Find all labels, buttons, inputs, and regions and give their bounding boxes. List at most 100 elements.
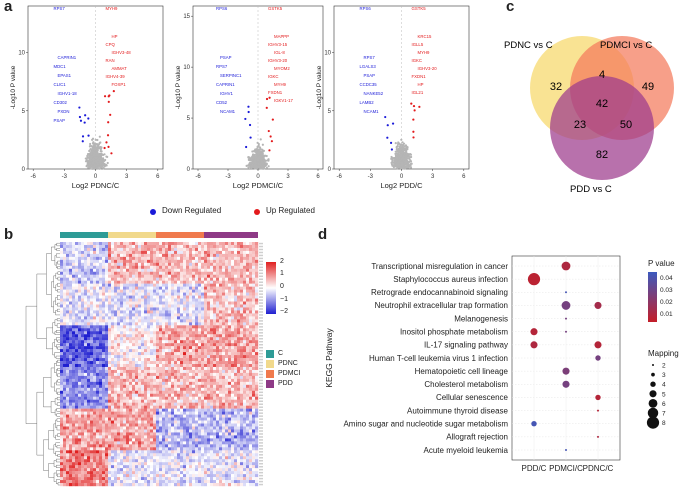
heatmap-cell — [102, 307, 106, 311]
heatmap-cell — [216, 346, 220, 350]
ns-point — [94, 164, 97, 167]
heatmap-cell — [240, 247, 244, 252]
heatmap-cell — [147, 283, 151, 287]
heatmap-cell — [192, 334, 196, 338]
heatmap-cell — [93, 310, 97, 314]
heatmap-cell — [138, 325, 142, 329]
heatmap-cell — [138, 334, 142, 338]
heatmap-cell — [93, 343, 97, 347]
heatmap-cell — [234, 310, 238, 314]
heatmap-cell — [84, 349, 88, 353]
heatmap-cell — [252, 292, 256, 296]
heatmap-cell — [117, 271, 121, 275]
heatmap-cell — [135, 331, 139, 335]
heatmap-cell — [96, 265, 100, 269]
heatmap-cell — [165, 322, 169, 326]
heatmap-cell — [72, 331, 76, 335]
heatmap-cell — [60, 283, 64, 287]
heatmap-cell — [234, 265, 238, 269]
heatmap-cell — [156, 292, 160, 296]
heatmap-cell — [108, 298, 112, 302]
heatmap-cell — [117, 274, 121, 278]
venn-set-pdd: PDD vs C — [570, 184, 612, 195]
heatmap-cell — [159, 280, 163, 284]
heatmap-cell — [135, 271, 139, 275]
heatmap-cell — [168, 298, 172, 302]
heatmap-cell — [186, 247, 190, 252]
heatmap-cell — [129, 366, 133, 371]
heatmap-cell — [195, 295, 199, 299]
ns-point — [402, 157, 405, 160]
heatmap-cell — [195, 247, 199, 252]
heatmap-cell — [210, 364, 214, 368]
heatmap-cell — [189, 283, 193, 287]
heatmap-cell — [177, 346, 181, 350]
heatmap-cell — [162, 343, 166, 347]
heatmap-cell — [81, 349, 85, 353]
heatmap-cell — [201, 265, 205, 269]
heatmap-cell — [111, 313, 115, 317]
heatmap-cell — [141, 242, 145, 246]
heatmap-cell — [60, 346, 64, 350]
heatmap-cell — [180, 286, 184, 290]
heatmap-cell — [93, 301, 97, 305]
heatmap-cell — [249, 244, 253, 249]
heatmap-cell — [165, 378, 169, 383]
heatmap-cell — [108, 244, 112, 249]
heatmap-cell — [240, 262, 244, 267]
heatmap-cell — [126, 325, 130, 329]
y-tick-label: 0 — [187, 167, 191, 173]
heatmap-cell — [195, 244, 199, 249]
heatmap-cell — [129, 271, 133, 275]
heatmap-cell — [111, 384, 115, 389]
heatmap-cell — [117, 346, 121, 350]
heatmap-cell — [87, 277, 91, 281]
heatmap-cell — [60, 307, 64, 311]
ns-point — [393, 161, 396, 164]
heatmap-cell — [117, 358, 121, 362]
heatmap-cell — [177, 271, 181, 275]
heatmap-cell — [93, 274, 97, 278]
y-tick-label: 5 — [187, 116, 191, 122]
heatmap-cell — [207, 304, 211, 308]
heatmap-cell — [111, 289, 115, 293]
up-point — [410, 102, 413, 105]
heatmap-cell — [150, 331, 154, 335]
heatmap-cell — [207, 286, 211, 290]
heatmap-cell — [234, 262, 238, 267]
heatmap-cell — [69, 313, 73, 317]
heatmap-cell — [132, 358, 136, 362]
heatmap-cell — [81, 384, 85, 389]
heatmap-cell — [129, 256, 133, 261]
heatmap-cell — [105, 378, 109, 383]
heatmap-cell — [198, 387, 202, 391]
heatmap-cell — [246, 340, 250, 344]
down-point — [245, 145, 248, 149]
heatmap-cell — [231, 361, 235, 365]
ns-point — [409, 162, 412, 166]
heatmap-cell — [111, 310, 115, 314]
heatmap-cell — [225, 334, 229, 338]
heatmap-cell — [177, 268, 181, 272]
heatmap-cell — [108, 328, 112, 332]
heatmap-cell — [96, 307, 100, 311]
heatmap-cell — [99, 268, 103, 272]
heatmap-cell — [210, 313, 214, 317]
heatmap-cell — [72, 295, 76, 299]
heatmap-cell — [201, 292, 205, 296]
ns-point — [259, 162, 262, 165]
heatmap-cell — [111, 295, 115, 299]
heatmap-cell — [159, 307, 163, 311]
heatmap-cell — [72, 304, 76, 308]
ns-point — [403, 145, 406, 148]
heatmap-cell — [141, 250, 145, 255]
heatmap-cell — [129, 384, 133, 389]
heatmap-cell — [117, 352, 121, 356]
heatmap-cell — [237, 286, 241, 290]
heatmap-cell — [174, 244, 178, 249]
heatmap-cell — [237, 352, 241, 356]
heatmap-cell — [213, 358, 217, 362]
heatmap-cell — [180, 378, 184, 383]
heatmap-cell — [225, 346, 229, 350]
heatmap-cell — [234, 387, 238, 391]
